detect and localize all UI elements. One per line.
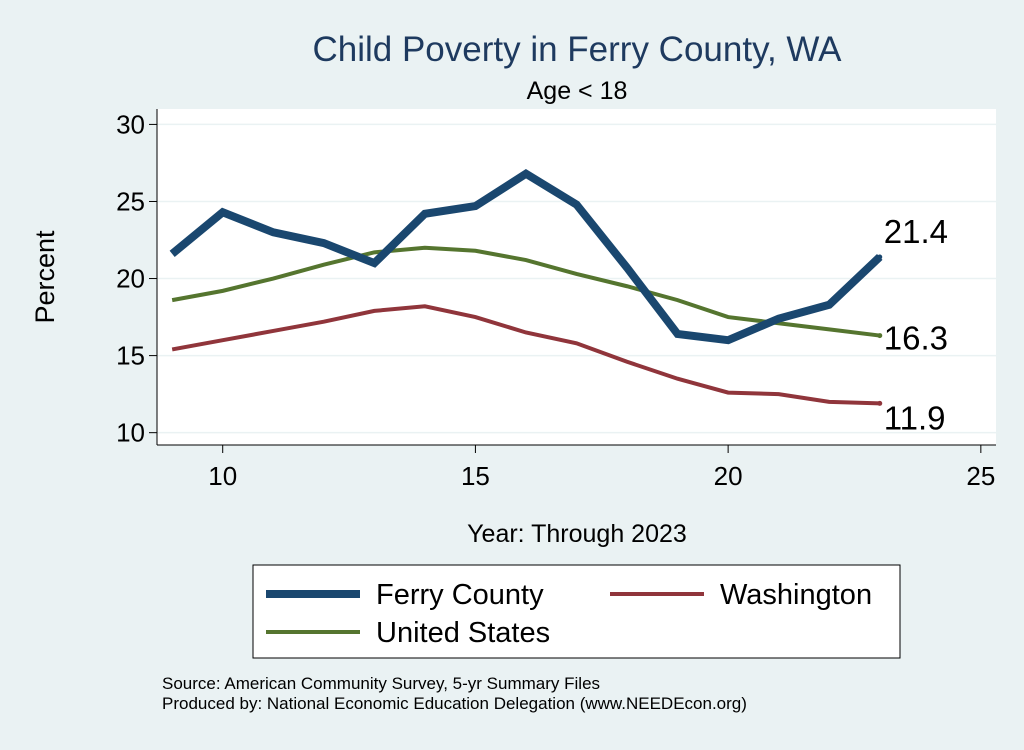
- axes: 10 15 20 25 30 10 15 20 25: [116, 109, 996, 491]
- end-label-united-states: 16.3: [884, 320, 948, 357]
- x-tick-label: 10: [208, 461, 237, 491]
- series-line-washington: [171, 304, 880, 406]
- end-marker-united-states: [877, 333, 883, 339]
- x-tick-label: 25: [966, 461, 995, 491]
- legend-box: [252, 564, 901, 659]
- legend: Ferry County Washington United States: [266, 579, 872, 649]
- chart-title: Child Poverty in Ferry County, WA: [312, 30, 842, 69]
- end-labels: 21.4 11.9 16.3: [877, 213, 948, 436]
- y-tick-label: 25: [116, 186, 145, 216]
- producer-note: Produced by: National Economic Education…: [162, 694, 747, 713]
- series-lines: [169, 169, 883, 406]
- y-tick-label: 10: [116, 418, 145, 448]
- y-tick-label: 20: [116, 264, 145, 294]
- end-label-ferry-county: 21.4: [884, 213, 948, 250]
- chart-subtitle: Age < 18: [527, 77, 628, 105]
- legend-label-ferry-county: Ferry County: [376, 579, 544, 611]
- y-tick-label: 15: [116, 341, 145, 371]
- x-tick-label: 20: [714, 461, 743, 491]
- end-marker-ferry-county: [877, 254, 883, 260]
- legend-label-united-states: United States: [376, 617, 550, 649]
- series-line-ferry-county: [169, 169, 883, 345]
- y-tick-label: 30: [116, 109, 145, 139]
- legend-label-washington: Washington: [720, 579, 872, 611]
- source-note: Source: American Community Survey, 5-yr …: [162, 674, 600, 693]
- series-line-united-states: [171, 245, 880, 338]
- x-axis-title: Year: Through 2023: [467, 520, 687, 548]
- end-marker-washington: [877, 400, 883, 406]
- x-tick-label: 15: [461, 461, 490, 491]
- y-axis-title: Percent: [30, 230, 60, 324]
- end-label-washington: 11.9: [884, 399, 946, 436]
